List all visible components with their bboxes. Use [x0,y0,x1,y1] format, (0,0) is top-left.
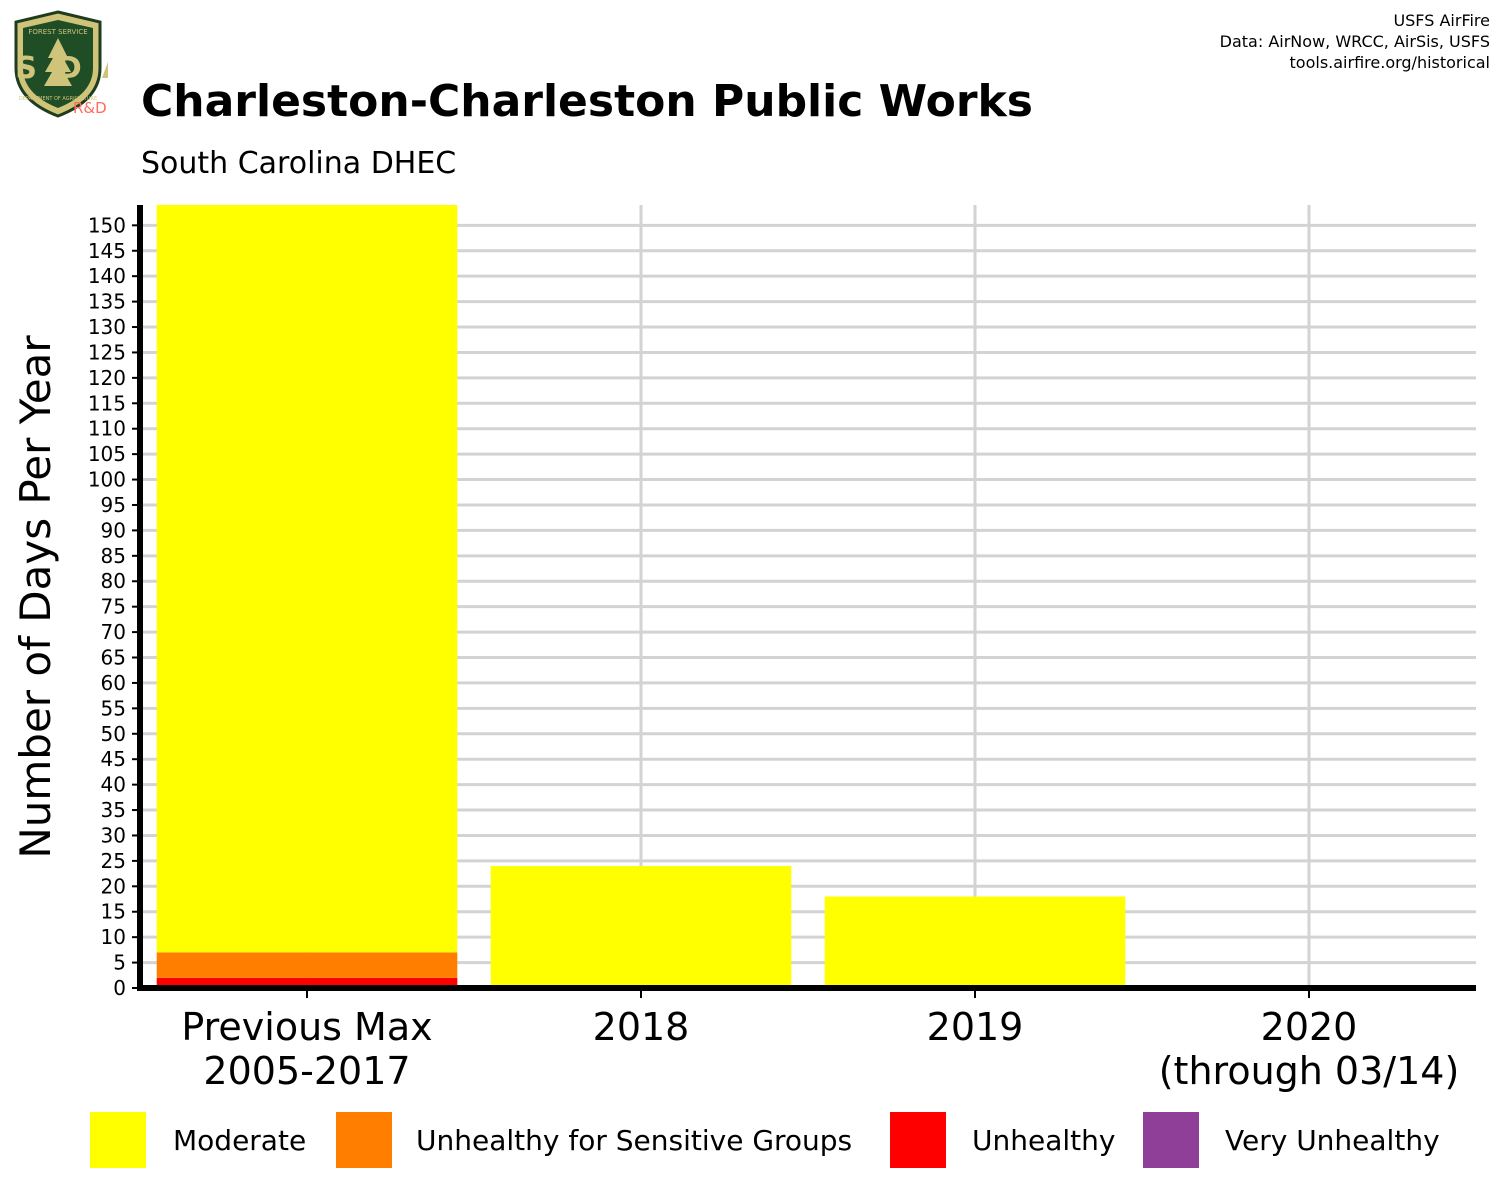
y-tick-label: 55 [101,696,126,720]
y-tick-label: 145 [88,239,126,263]
logo-bottom-text: DEPARTMENT OF AGRICULTURE [19,96,97,102]
y-tick-label: 0 [113,976,126,1000]
forest-service-logo: FOREST SERVICE USDA DEPARTMENT OF AGRICU… [8,10,108,118]
y-tick-label: 75 [101,595,126,619]
credits-block: USFS AirFire Data: AirNow, WRCC, AirSis,… [1220,10,1490,73]
y-tick-label: 90 [101,518,126,542]
y-tick-label: 25 [101,849,126,873]
bar-unhealthy [156,977,458,988]
y-tick-label: 65 [101,646,126,670]
tree-icon [44,38,72,86]
y-tick-label: 95 [101,493,126,517]
y-tick-label: 45 [101,747,126,771]
y-tick-label: 50 [101,722,126,746]
y-tick-label: 30 [101,823,126,847]
y-tick-label: 110 [88,417,126,441]
legend-label: Moderate [173,1124,307,1157]
tick-labels: 0510152025303540455055606570758085909510… [88,213,1459,1093]
chart-title: Charleston-Charleston Public Works [141,76,1033,127]
x-tick-label: 2018 [593,1005,690,1049]
legend-label: Unhealthy [972,1124,1116,1157]
y-axis-label: Number of Days Per Year [11,335,60,859]
logo-top-text: FOREST SERVICE [28,28,87,36]
y-tick-label: 40 [101,773,126,797]
legend-swatch [890,1112,946,1168]
y-tick-label: 150 [88,213,126,237]
rd-label: R&D [73,99,107,117]
x-tick-label: Previous Max 2005-2017 [181,1005,432,1093]
y-tick-label: 135 [88,290,126,314]
x-tick-label: 2020 (through 03/14) [1159,1005,1460,1093]
legend-label: Very Unhealthy [1225,1124,1440,1157]
credit-line-3: tools.airfire.org/historical [1289,53,1490,72]
bar-unhealthy-for-sensitive-groups [156,952,458,978]
y-tick-label: 20 [101,874,126,898]
legend-swatch [1143,1112,1199,1168]
y-tick-label: 80 [101,569,126,593]
y-tick-label: 5 [113,951,126,975]
bar-moderate [824,896,1126,988]
y-tick-label: 35 [101,798,126,822]
credit-line-1: USFS AirFire [1393,11,1490,30]
y-tick-label: 120 [88,366,126,390]
legend-label: Unhealthy for Sensitive Groups [416,1124,853,1157]
y-tick-label: 115 [88,391,126,415]
y-tick-label: 85 [101,544,126,568]
bars [156,205,1126,988]
y-tick-label: 125 [88,340,126,364]
x-tick-label: 2019 [927,1005,1024,1049]
legend: Moderate Unhealthy for Sensitive Groups Un… [0,1108,1500,1172]
y-tick-label: 60 [101,671,126,695]
y-tick-label: 105 [88,442,126,466]
legend-swatch [90,1112,146,1168]
y-tick-label: 15 [101,900,126,924]
bar-moderate [490,865,792,988]
credit-line-2: Data: AirNow, WRCC, AirSis, USFS [1219,32,1490,51]
legend-swatch [336,1112,392,1168]
y-tick-label: 140 [88,264,126,288]
y-tick-label: 10 [101,925,126,949]
chart-subtitle: South Carolina DHEC [141,146,457,181]
axes [132,205,1476,998]
y-tick-label: 100 [88,468,126,492]
y-tick-label: 70 [101,620,126,644]
y-tick-label: 130 [88,315,126,339]
bar-moderate [156,205,458,953]
